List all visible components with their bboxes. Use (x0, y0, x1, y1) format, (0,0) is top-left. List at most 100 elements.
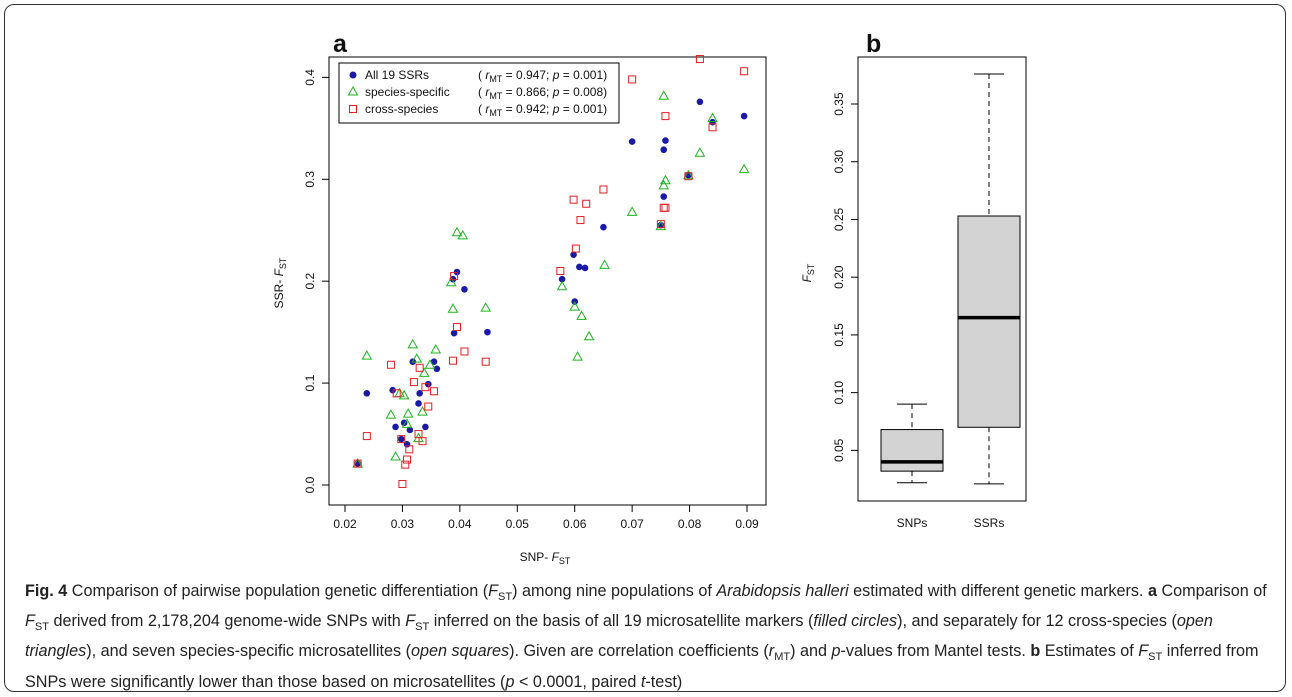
point-species-specific (445, 276, 457, 287)
point-cross-species (661, 112, 670, 121)
point-all-ssrs (570, 251, 577, 258)
panel-b-boxes (880, 73, 1021, 485)
point-species-specific (572, 351, 583, 361)
caption-species: Arabidopsis halleri (716, 582, 849, 600)
point-cross-species (353, 459, 362, 468)
point-all-ssrs (430, 358, 438, 365)
point-cross-species (398, 479, 407, 488)
point-species-specific (361, 350, 373, 360)
point-all-ssrs (422, 423, 429, 431)
point-cross-species (450, 272, 459, 281)
panel-a-x-axis: 0.02 0.03 0.04 0.05 0.06 0.07 0.08 0.09 (333, 504, 759, 531)
point-all-ssrs (581, 264, 589, 272)
panel-a-y-axis-label: SSR- FST (272, 257, 288, 308)
point-all-ssrs (363, 389, 371, 397)
category-label: SNPs (897, 516, 928, 530)
point-all-ssrs (389, 386, 396, 394)
point-species-specific (556, 280, 568, 291)
panel-a: a 0.02 0.03 0.04 0.05 0.06 0.07 0.08 0.09 0.00.… (272, 30, 767, 566)
point-cross-species (740, 67, 749, 76)
caption-fig-label: Fig. 4 (25, 582, 68, 600)
point-all-ssrs (660, 146, 668, 154)
point-cross-species (418, 437, 427, 446)
x-tick-label: 0.09 (735, 517, 759, 531)
y-tick-label: 0.0 (303, 476, 317, 493)
panel-a-label: a (333, 30, 348, 58)
legend-label: species-specific (365, 85, 450, 99)
point-cross-species (481, 357, 490, 366)
point-cross-species (386, 360, 395, 369)
point-species-specific (738, 163, 750, 174)
point-cross-species (659, 203, 668, 212)
point-species-specific (401, 418, 413, 428)
point-species-specific (417, 406, 428, 416)
legend-rows: All 19 SSRs ( rMT = 0.947; p = 0.001) spec… (365, 68, 607, 118)
panel-a-points (352, 55, 750, 488)
x-tick-label: 0.06 (563, 517, 587, 531)
y-tick-label: 0.3 (303, 171, 317, 188)
point-cross-species (556, 267, 565, 275)
panel-a-plot-frame (328, 56, 767, 506)
point-species-specific (407, 338, 419, 349)
point-cross-species (448, 356, 457, 365)
point-cross-species (424, 402, 433, 411)
point-species-specific (398, 389, 410, 400)
point-cross-species (403, 455, 412, 464)
y-tick-label: 0.30 (832, 150, 846, 174)
point-cross-species (409, 378, 418, 387)
point-species-specific (660, 174, 671, 185)
point-cross-species (414, 430, 423, 439)
point-all-ssrs (662, 137, 669, 144)
legend-stats: ( rMT = 0.947; p = 0.001) (478, 68, 607, 84)
point-species-specific (411, 353, 423, 363)
x-tick-label: 0.04 (448, 517, 472, 531)
point-species-specific (626, 206, 638, 216)
legend-stats: ( rMT = 0.942; p = 0.001) (478, 102, 607, 118)
point-all-ssrs (657, 221, 665, 229)
panel-b-y-axis: 0.05 0.10 0.15 0.20 0.25 0.30 0.35 (832, 92, 859, 462)
legend-label: cross-species (365, 102, 438, 116)
point-all-ssrs (406, 426, 414, 434)
y-tick-label: 0.4 (303, 69, 317, 86)
point-species-specific (447, 303, 459, 313)
point-species-specific (569, 301, 581, 311)
panel-b-label: b (866, 30, 881, 58)
point-species-specific (430, 343, 442, 354)
y-tick-label: 0.1 (303, 374, 317, 391)
x-tick-label: 0.03 (391, 517, 415, 531)
point-species-specific (385, 409, 397, 419)
point-species-specific (390, 450, 401, 461)
panel-a-y-axis: 0.0 0.1 0.2 0.3 0.4 (303, 69, 330, 493)
point-cross-species (415, 363, 424, 372)
point-species-specific (583, 330, 595, 341)
point-cross-species (405, 445, 414, 454)
legend-marker-species-specific (347, 85, 359, 96)
point-cross-species (695, 55, 704, 64)
point-species-specific (418, 367, 430, 377)
point-species-specific (694, 147, 706, 157)
point-species-specific (480, 302, 492, 312)
point-cross-species (401, 460, 410, 469)
point-species-specific (655, 220, 667, 231)
y-tick-label: 0.35 (832, 92, 846, 116)
point-species-specific (576, 310, 587, 320)
point-all-ssrs (576, 263, 583, 271)
point-cross-species (430, 387, 439, 396)
point-all-ssrs (416, 389, 423, 397)
point-cross-species (628, 75, 637, 84)
figure-caption: Fig. 4 Comparison of pairwise population… (25, 582, 1267, 691)
x-tick-label: 0.07 (620, 517, 644, 531)
point-species-specific (658, 179, 670, 190)
panel-b-y-axis-label: FST (800, 263, 816, 282)
y-tick-label: 0.2 (303, 273, 317, 290)
point-cross-species (571, 244, 580, 253)
point-cross-species (362, 432, 371, 441)
point-cross-species (460, 347, 469, 356)
point-all-ssrs (453, 268, 461, 276)
point-all-ssrs (660, 193, 668, 200)
y-tick-label: 0.10 (832, 381, 846, 405)
point-species-specific (457, 229, 469, 240)
point-cross-species (576, 216, 585, 225)
point-cross-species (684, 172, 693, 181)
legend-box (338, 62, 620, 124)
